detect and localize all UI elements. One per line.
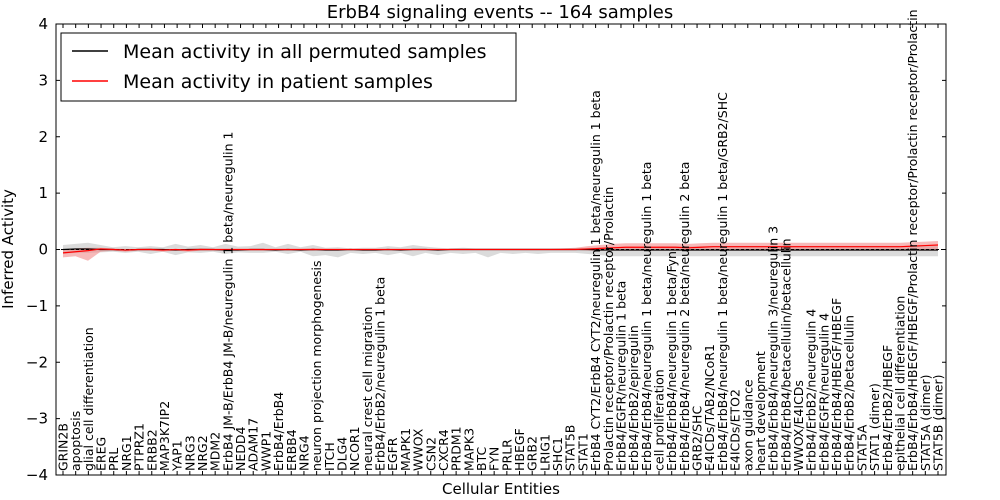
x-tick-label: GRB2 — [525, 436, 540, 471]
x-tick-label: ErbB4/ErbB4/HBEGF/HBEGF — [829, 298, 844, 471]
x-tick-label: glial cell differentiation — [81, 327, 96, 471]
legend-label-permuted: Mean activity in all permuted samples — [123, 41, 486, 63]
x-tick-label: neuron projection morphogenesis — [309, 260, 324, 471]
x-tick-label: PRDM1 — [449, 426, 464, 471]
x-tick-label: ErbB4 CYT2/ErbB4 CYT2/neuregulin 1 beta/… — [588, 90, 603, 471]
x-tick-label: ErbB4/ErbB2/betacellulin — [842, 315, 857, 471]
x-tick-label: ErbB4/EGFR/neuregulin 1 beta — [613, 281, 628, 471]
x-tick-label: STAT5A (dimer) — [918, 375, 933, 471]
x-tick-label: STAT1 (dimer) — [867, 383, 882, 471]
x-tick-label: ErbB4/ErbB2/HBEGF — [880, 345, 895, 471]
x-tick-label: LRIG1 — [537, 434, 552, 471]
x-tick-label: ERBB4 — [284, 429, 299, 471]
x-tick-label: CSN2 — [423, 437, 438, 471]
x-tick-label: NRG1 — [119, 435, 134, 471]
y-tick-label: −1 — [26, 297, 48, 315]
x-tick-label: ErbB4/ErbB2/neuregulin 1 beta — [373, 277, 388, 471]
x-tick-label: GRB2/SHC — [690, 406, 705, 471]
x-tick-label: PRL — [106, 448, 121, 471]
y-tick-label: 2 — [38, 128, 48, 146]
x-tick-label: ITCH — [322, 442, 337, 471]
y-tick-label: −3 — [26, 410, 48, 428]
x-tick-label: ErbB4/ErbB2/neuregulin 4 — [804, 309, 819, 471]
x-tick-label: cell proliferation — [652, 369, 667, 471]
x-tick-label: ErbB4/ErbB4/betacellulin/betacellulin — [778, 238, 793, 471]
x-tick-label: MAPK1 — [398, 428, 413, 471]
legend-label-patient: Mean activity in patient samples — [123, 71, 433, 93]
x-tick-label: ErbB4 JM-B/ErbB4 JM-B/neuregulin 1 beta/… — [220, 132, 235, 471]
x-tick-label: WWOX/E4ICDs — [791, 380, 806, 471]
x-tick-label: DLG4 — [334, 437, 349, 471]
x-tick-label: PRLR — [499, 439, 514, 471]
patient-mean-line — [62, 244, 939, 254]
x-tick-label: BTC — [474, 447, 489, 471]
y-tick-label: 4 — [38, 15, 48, 33]
x-tick-label: heart development — [753, 351, 768, 471]
x-tick-label: neural crest cell migration — [360, 307, 375, 471]
x-tick-label: WWP1 — [258, 431, 273, 471]
series-lines — [62, 244, 939, 254]
x-tick-label: ERBB2 — [144, 429, 159, 471]
y-axis: −4 −3 −2 −1 0 1 2 3 4 — [26, 15, 946, 484]
x-tick-label: apoptosis — [68, 411, 83, 471]
x-tick-label: STAT5B (dimer) — [931, 375, 946, 471]
x-tick-label: SHC1 — [550, 437, 565, 471]
y-axis-label: Inferred Activity — [0, 189, 17, 309]
legend-box — [60, 32, 517, 102]
y-tick-label: −4 — [26, 466, 48, 484]
x-tick-label: epithelial cell differentiation — [892, 296, 907, 471]
x-tick-label: PTPRZ1 — [132, 423, 147, 471]
x-tick-label: NRG2 — [195, 435, 210, 471]
x-tick-label: ErbB4/ErbB2/epiregulin — [626, 325, 641, 471]
x-tick-label: STAT5B — [563, 425, 578, 471]
y-tick-label: 3 — [38, 71, 48, 89]
x-tick-label: ErbB4/EGFR/neuregulin 4 — [816, 313, 831, 471]
y-tick-label: 1 — [38, 184, 48, 202]
x-tick-label: E4ICDs/TAB2/NCoR1 — [702, 344, 717, 471]
x-tick-label: MDM2 — [208, 432, 223, 471]
x-tick-label: axon guidance — [740, 379, 755, 471]
x-tick-label: STAT5A — [854, 424, 869, 471]
x-tick-label: NRG3 — [182, 435, 197, 471]
x-tick-label: NRG4 — [296, 435, 311, 471]
x-tick-label: MAP3K7IP2 — [157, 401, 172, 471]
x-tick-label: ErbB4/ErbB4/HBEGF/HBEGF/Prolactin recept… — [905, 9, 920, 471]
x-tick-label: E4ICDs/ETO2 — [728, 389, 743, 471]
y-tick-label: 0 — [38, 241, 48, 259]
x-tick-label: MAPK3 — [461, 428, 476, 471]
x-tick-label: ErbB4/ErbB4/neuregulin 3/neuregulin 3 — [766, 226, 781, 471]
x-tick-label: WWOX — [411, 428, 426, 471]
x-tick-label: NCOR1 — [347, 426, 362, 471]
x-tick-label: EREG — [94, 437, 109, 471]
x-tick-label: STAT1 — [575, 433, 590, 471]
x-tick-label: ErbB4/ErbB4 — [271, 392, 286, 471]
x-axis-label: Cellular Entities — [442, 480, 560, 498]
x-tick-label: Prolactin receptor/Prolactin receptor/Pr… — [601, 187, 616, 471]
x-tick-label: ErbB4/ErbB4/neuregulin 1 beta/neuregulin… — [639, 162, 654, 471]
x-tick-label: HBEGF — [512, 428, 527, 471]
chart-title: ErbB4 signaling events -- 164 samples — [327, 2, 674, 23]
x-tick-label: FYN — [487, 447, 502, 471]
x-tick-label: NEDD4 — [233, 427, 248, 471]
x-tick-label: GRIN2B — [56, 423, 71, 471]
x-tick-label: ADAM17 — [246, 418, 261, 471]
x-tick-label: ErbB4/ErbB4/neuregulin 2 beta/neuregulin… — [677, 162, 692, 471]
y-tick-label: −2 — [26, 353, 48, 371]
x-tick-label: CXCR4 — [436, 429, 451, 471]
x-tick-label: ErbB4/ErbB4/neuregulin 1 beta/neuregulin… — [715, 92, 730, 471]
x-tick-label: ErbB4/ErbB4/neuregulin 1 beta/Fyn — [664, 251, 679, 471]
x-tick-label: EGFR — [385, 437, 400, 471]
legend: Mean activity in all permuted samples Me… — [60, 32, 517, 102]
x-tick-label: YAP1 — [170, 440, 185, 472]
patient-confidence-band — [63, 241, 938, 261]
